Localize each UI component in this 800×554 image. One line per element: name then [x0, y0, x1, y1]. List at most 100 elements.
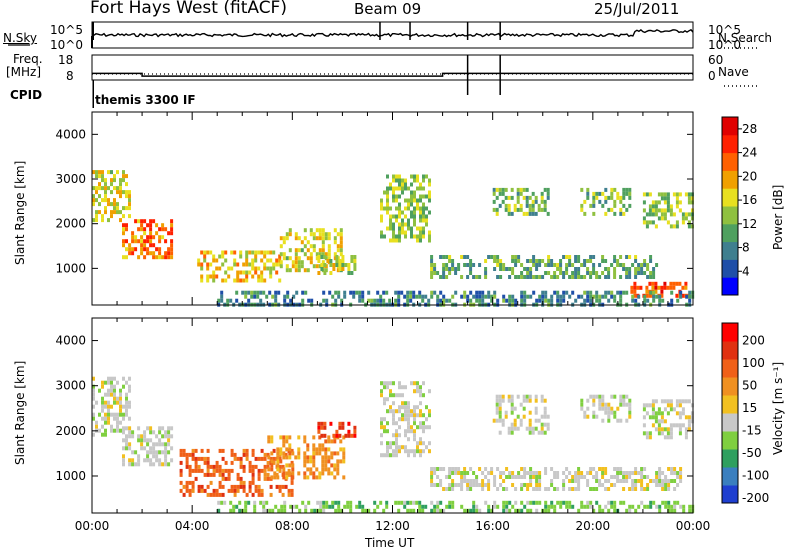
power-cell — [412, 294, 416, 299]
velocity-cell — [445, 504, 449, 509]
power-cell — [540, 191, 544, 196]
power-cell — [516, 199, 520, 204]
velocity-cell — [389, 393, 392, 398]
velocity-cell — [191, 456, 195, 461]
power-colorbar-swatch — [722, 134, 738, 154]
power-cell — [496, 275, 500, 279]
velocity-cell — [528, 394, 532, 399]
power-cell — [547, 271, 551, 275]
velocity-cell — [666, 431, 670, 436]
power-cell — [389, 214, 392, 219]
velocity-cell — [291, 475, 295, 480]
velocity-cell — [565, 500, 569, 505]
power-cell — [544, 298, 548, 303]
power-cell — [430, 259, 434, 263]
velocity-cell — [419, 421, 422, 426]
velocity-cell — [233, 452, 237, 457]
power-cell — [490, 298, 494, 303]
velocity-cell — [290, 492, 294, 497]
velocity-cell — [284, 452, 288, 457]
power-cell — [687, 224, 691, 229]
velocity-cell — [230, 484, 234, 489]
power-cell — [286, 290, 290, 295]
power-cell — [215, 266, 219, 271]
power-cell — [528, 195, 532, 200]
power-cell — [266, 258, 270, 263]
velocity-cell — [401, 445, 404, 450]
velocity-cell — [687, 415, 691, 420]
velocity-cell — [666, 427, 670, 432]
velocity-cell — [616, 479, 620, 483]
velocity-cell — [684, 435, 688, 440]
velocity-cell — [321, 447, 325, 452]
power-cell — [167, 247, 171, 252]
power-cell — [321, 232, 325, 237]
velocity-cell — [550, 483, 554, 487]
velocity-cell — [179, 480, 183, 485]
velocity-cell — [529, 467, 533, 471]
power-cell — [525, 211, 529, 216]
velocity-cell — [492, 418, 496, 423]
velocity-cell — [651, 411, 655, 416]
velocity-cell — [321, 471, 325, 476]
power-cell — [404, 222, 407, 227]
power-cell — [101, 198, 104, 203]
power-cell — [242, 278, 246, 283]
velocity-colorbar-swatch — [722, 395, 738, 414]
power-cell — [339, 244, 343, 249]
velocity-cell — [248, 468, 252, 473]
power-cell — [278, 254, 282, 259]
power-cell — [288, 256, 292, 261]
velocity-cell — [442, 487, 446, 491]
velocity-cell — [209, 464, 213, 469]
velocity-colorbar-swatch — [722, 413, 738, 432]
velocity-cell — [324, 463, 328, 468]
velocity-cell — [490, 467, 494, 471]
power-cell — [649, 271, 653, 275]
power-cell — [484, 267, 488, 271]
velocity-cell — [646, 483, 650, 487]
power-cell — [209, 274, 213, 279]
power-cell — [520, 271, 524, 275]
power-cell — [122, 243, 125, 248]
velocity-cell — [481, 479, 485, 483]
power-cell — [101, 186, 104, 191]
power-cell — [212, 270, 216, 275]
velocity-cell — [158, 438, 162, 443]
power-cell — [413, 218, 416, 223]
velocity-cell — [428, 425, 431, 430]
velocity-cell — [484, 483, 488, 487]
velocity-cell — [472, 483, 476, 487]
velocity-cell — [92, 416, 95, 421]
velocity-colorbar-swatch — [722, 359, 738, 378]
power-cell — [251, 274, 255, 279]
velocity-cell — [279, 459, 283, 464]
power-cell — [386, 186, 389, 191]
power-cell — [128, 202, 131, 207]
velocity-cell — [303, 455, 307, 460]
power-cell — [628, 271, 632, 275]
velocity-cell — [146, 438, 150, 443]
power-cell — [583, 275, 587, 279]
velocity-cell — [413, 417, 416, 422]
power-cell — [607, 275, 611, 279]
velocity-cell — [224, 476, 228, 481]
power-cell — [460, 275, 464, 279]
power-cell — [595, 275, 599, 279]
velocity-cell — [673, 471, 677, 475]
velocity-cell — [270, 439, 274, 444]
velocity-cell — [315, 451, 319, 456]
power-cell — [586, 271, 590, 275]
velocity-cell — [657, 407, 661, 412]
power-cell — [592, 263, 596, 267]
power-cell — [517, 275, 521, 279]
power-cell — [445, 298, 449, 303]
power-cell — [633, 281, 637, 286]
velocity-cell — [251, 464, 255, 469]
power-cell — [257, 274, 261, 279]
velocity-cell — [663, 419, 667, 424]
velocity-cell — [392, 433, 395, 438]
velocity-cell — [631, 471, 635, 475]
power-cell — [514, 298, 518, 303]
velocity-cell — [134, 462, 138, 467]
